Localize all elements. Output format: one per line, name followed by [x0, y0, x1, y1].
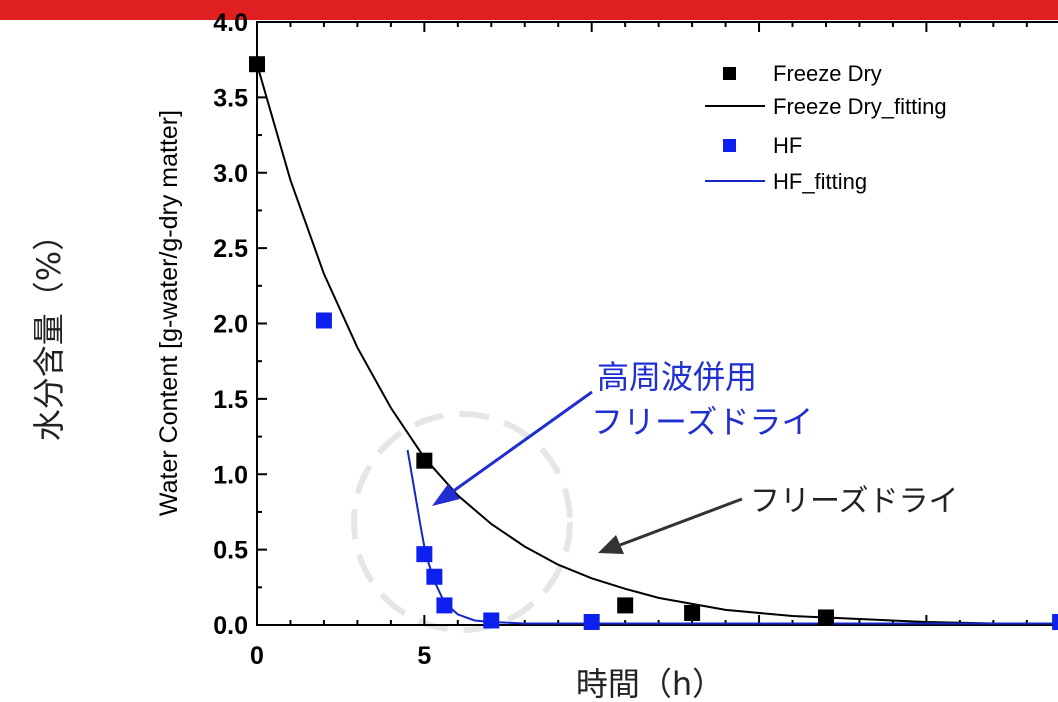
- y-tick-label: 0.0: [213, 612, 248, 640]
- legend: Freeze Dry Freeze Dry_fitting HF HF_fitt…: [705, 61, 947, 194]
- data-point-series-2: [315, 312, 332, 329]
- y-tick-label: 2.0: [213, 311, 248, 339]
- data-point-series-2: [416, 546, 433, 563]
- data-point-series-0: [416, 452, 433, 469]
- data-point-series-0: [684, 604, 701, 621]
- annotation-hf-line2: フリーズドライ: [591, 403, 813, 441]
- y-tick-label: 1.5: [213, 386, 248, 414]
- y-axis-label: Water Content [g-water/g-dry matter]: [155, 110, 183, 516]
- data-point-series-2: [483, 612, 500, 629]
- legend-label-hf: HF: [773, 133, 802, 158]
- annotation-hf-arrow-shaft: [451, 390, 593, 494]
- annotation-fd-arrow-shaft: [619, 497, 743, 547]
- x-tick-label: 5: [417, 642, 431, 670]
- x-tick-label: 0: [250, 642, 264, 670]
- y-tick-label: 4.0: [213, 9, 248, 37]
- fit-lines-layer: [256, 63, 1058, 625]
- data-point-series-0: [249, 56, 265, 73]
- y-tick-label: 2.5: [213, 235, 248, 263]
- y-tick-label: 0.5: [213, 537, 248, 565]
- legend-label-freeze-dry: Freeze Dry: [773, 61, 882, 86]
- points-layer: [249, 56, 1058, 630]
- data-point-series-0: [817, 609, 834, 626]
- y-tick-label: 3.5: [213, 84, 248, 112]
- annotation-hf-line1: 高周波併用: [597, 358, 757, 396]
- legend-label-freeze-dry-fitting: Freeze Dry_fitting: [773, 94, 947, 119]
- data-point-series-2: [436, 597, 453, 614]
- annotation-fd-label: フリーズドライ: [750, 484, 959, 519]
- legend-marker-hf: [723, 139, 736, 152]
- data-point-series-0: [617, 597, 634, 614]
- data-point-series-2: [583, 613, 600, 630]
- series-line-1: [256, 63, 1058, 625]
- outer-xlabel: 時間（h）: [576, 665, 724, 702]
- axes-layer: 0.0 0.5 1.0 1.5 2.0 2.5 3.0 3.5 4.0 0 5: [213, 9, 1028, 670]
- highlight-circle: [351, 411, 573, 633]
- annotation-fd-arrow-head: [598, 535, 624, 554]
- annotation-hf-arrow-head: [432, 484, 460, 506]
- y-tick-label: 3.0: [213, 160, 248, 188]
- series-line-3: [406, 449, 1058, 625]
- legend-marker-freeze-dry: [723, 67, 736, 80]
- legend-label-hf-fitting: HF_fitting: [773, 169, 867, 194]
- header-bar: [0, 0, 1058, 20]
- data-point-series-2: [1052, 613, 1058, 630]
- data-point-series-2: [426, 568, 443, 585]
- outer-ylabel: 水分含量（%）: [30, 219, 68, 441]
- y-tick-label: 1.0: [213, 461, 248, 489]
